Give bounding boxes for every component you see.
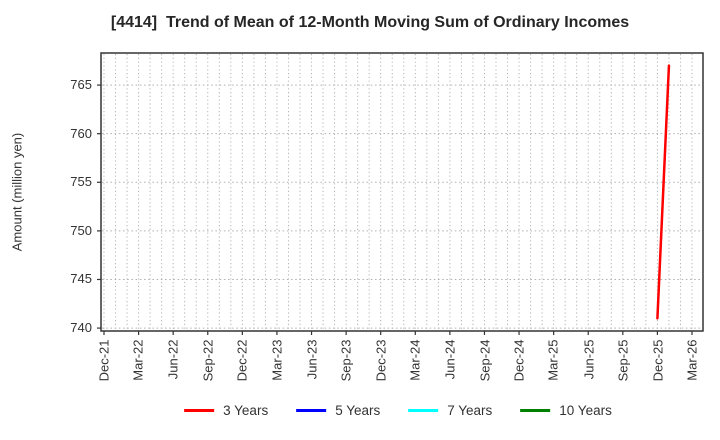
x-tick-label: Dec-22 bbox=[234, 339, 250, 381]
legend-line-swatch bbox=[408, 409, 439, 412]
y-tick-label: 760 bbox=[70, 125, 92, 141]
x-tick-label: Mar-23 bbox=[269, 339, 285, 381]
legend-label: 7 Years bbox=[447, 403, 493, 418]
legend-item-7-years: 7 Years bbox=[408, 403, 492, 418]
x-tick-label: Sep-23 bbox=[338, 339, 354, 381]
x-tick-label: Dec-24 bbox=[511, 339, 527, 381]
chart-title: [4414] Trend of Mean of 12-Month Moving … bbox=[110, 14, 630, 31]
legend-line-swatch bbox=[520, 409, 551, 412]
x-tick-label: Mar-24 bbox=[407, 339, 423, 381]
y-tick-label: 755 bbox=[70, 174, 92, 190]
legend-item-5-years: 5 Years bbox=[296, 403, 380, 418]
legend-line-swatch bbox=[296, 409, 327, 412]
y-tick-label: 765 bbox=[70, 77, 92, 93]
legend-label: 10 Years bbox=[559, 403, 612, 418]
series-line-3-years bbox=[656, 64, 671, 320]
plot-border bbox=[100, 52, 704, 332]
x-tick-label: Jun-23 bbox=[304, 339, 320, 379]
gridlines bbox=[102, 54, 702, 330]
y-tick-label: 740 bbox=[70, 320, 92, 336]
x-tick-label: Jun-24 bbox=[442, 339, 458, 379]
x-tick-label: Sep-25 bbox=[615, 339, 631, 381]
x-tick-label: Mar-26 bbox=[684, 339, 700, 381]
legend: 3 Years 5 Years 7 Years 10 Years bbox=[184, 403, 612, 418]
x-tick-label: Dec-23 bbox=[373, 339, 389, 381]
x-tick-label: Jun-25 bbox=[580, 339, 596, 379]
x-tick-label: Jun-22 bbox=[165, 339, 181, 379]
x-tick-label: Mar-22 bbox=[131, 339, 147, 381]
legend-item-10-years: 10 Years bbox=[520, 403, 612, 418]
x-tick-label: Sep-22 bbox=[200, 339, 216, 381]
x-tick-label: Sep-24 bbox=[476, 339, 492, 381]
x-tick-label: Dec-21 bbox=[96, 339, 112, 381]
tick-marks bbox=[97, 84, 693, 335]
y-tick-label: 750 bbox=[70, 222, 92, 238]
x-tick-label: Mar-25 bbox=[546, 339, 562, 381]
legend-label: 3 Years bbox=[223, 403, 269, 418]
legend-item-3-years: 3 Years bbox=[184, 403, 268, 418]
legend-label: 5 Years bbox=[335, 403, 381, 418]
legend-line-swatch bbox=[184, 409, 215, 412]
x-tick-label: Dec-25 bbox=[649, 339, 665, 381]
y-tick-label: 745 bbox=[70, 271, 92, 287]
